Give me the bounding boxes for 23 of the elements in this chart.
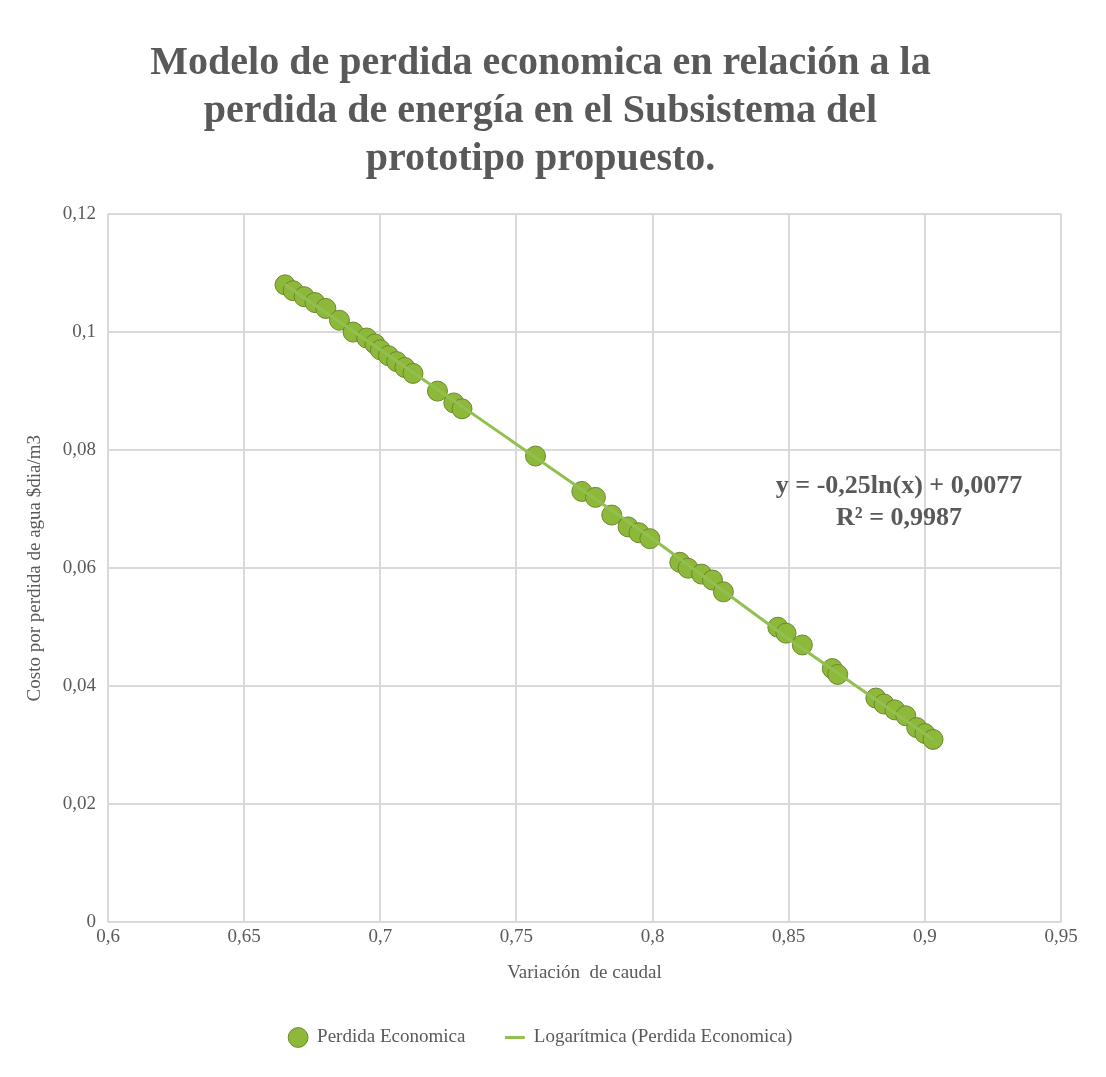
chart-title: Modelo de perdida economica en relación a la perdida de energía en el Subsistema del prototipo propuesto.: [150, 38, 931, 180]
x-axis-title: Variación de caudal: [507, 960, 662, 982]
x-tick-label: 0,9: [912, 924, 937, 946]
x-tick-label: 0,8: [640, 924, 665, 946]
y-tick-label: 0,12: [62, 201, 97, 223]
y-axis-title: Costo por perdida de agua $dia/m3: [23, 434, 45, 702]
legend-label: Perdida Economica: [317, 1025, 466, 1047]
legend-label: Logarítmica (Perdida Economica): [533, 1025, 793, 1048]
annotation: R² = 0,9987: [836, 502, 962, 532]
x-tick-label: 0,7: [368, 924, 393, 946]
y-tick-label: 0,1: [72, 320, 97, 342]
x-tick-label: 0,95: [1044, 924, 1078, 946]
point: [922, 728, 944, 750]
y-tick-label: 0,02: [62, 792, 97, 814]
annotation: y = -0,25ln(x) + 0,0077: [775, 470, 1023, 500]
y-tick-label: 0,04: [62, 674, 97, 696]
x-tick-label: 0,75: [499, 924, 534, 946]
x-tick-label: 0,65: [227, 924, 261, 946]
x-tick-label: 0,6: [96, 924, 120, 946]
y-tick-label: 0,06: [62, 556, 97, 578]
x-tick-label: 0,85: [772, 924, 806, 946]
y-tick-label: 0: [86, 910, 97, 932]
y-tick-label: 0,08: [62, 438, 97, 460]
